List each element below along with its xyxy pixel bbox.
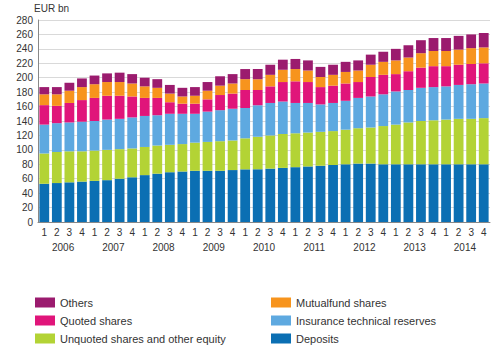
svg-text:80: 80 bbox=[22, 159, 34, 170]
svg-text:2007: 2007 bbox=[102, 242, 125, 253]
svg-text:4: 4 bbox=[129, 227, 135, 238]
svg-text:1: 1 bbox=[192, 227, 198, 238]
svg-text:2: 2 bbox=[255, 227, 261, 238]
svg-text:4: 4 bbox=[79, 227, 85, 238]
svg-text:260: 260 bbox=[16, 29, 33, 40]
svg-text:2014: 2014 bbox=[454, 242, 477, 253]
svg-text:3: 3 bbox=[418, 227, 424, 238]
svg-text:Mutualfund shares: Mutualfund shares bbox=[296, 297, 387, 309]
svg-text:3: 3 bbox=[318, 227, 324, 238]
svg-text:60: 60 bbox=[22, 173, 34, 184]
svg-text:240: 240 bbox=[16, 43, 33, 54]
svg-text:2006: 2006 bbox=[52, 242, 75, 253]
svg-text:Insurance technical reserves: Insurance technical reserves bbox=[296, 315, 437, 327]
svg-text:4: 4 bbox=[280, 227, 286, 238]
svg-text:3: 3 bbox=[117, 227, 123, 238]
svg-text:0: 0 bbox=[27, 217, 33, 228]
svg-text:220: 220 bbox=[16, 58, 33, 69]
svg-text:2: 2 bbox=[355, 227, 361, 238]
svg-text:2: 2 bbox=[104, 227, 110, 238]
svg-text:3: 3 bbox=[468, 227, 474, 238]
svg-text:4: 4 bbox=[230, 227, 236, 238]
svg-text:2: 2 bbox=[406, 227, 412, 238]
svg-text:3: 3 bbox=[368, 227, 374, 238]
svg-text:180: 180 bbox=[16, 87, 33, 98]
svg-text:1: 1 bbox=[393, 227, 399, 238]
svg-text:40: 40 bbox=[22, 188, 34, 199]
svg-text:2013: 2013 bbox=[404, 242, 427, 253]
svg-text:Others: Others bbox=[60, 297, 94, 309]
svg-text:1: 1 bbox=[142, 227, 148, 238]
svg-text:Deposits: Deposits bbox=[296, 333, 339, 345]
svg-text:1: 1 bbox=[443, 227, 449, 238]
svg-text:2: 2 bbox=[205, 227, 211, 238]
svg-text:1: 1 bbox=[293, 227, 299, 238]
svg-text:20: 20 bbox=[22, 202, 34, 213]
svg-text:4: 4 bbox=[431, 227, 437, 238]
svg-text:1: 1 bbox=[92, 227, 98, 238]
svg-text:160: 160 bbox=[16, 101, 33, 112]
svg-text:100: 100 bbox=[16, 144, 33, 155]
svg-text:140: 140 bbox=[16, 116, 33, 127]
svg-text:2: 2 bbox=[54, 227, 60, 238]
svg-text:2009: 2009 bbox=[203, 242, 226, 253]
svg-text:3: 3 bbox=[67, 227, 73, 238]
svg-text:2: 2 bbox=[305, 227, 311, 238]
svg-text:EUR bn: EUR bn bbox=[34, 3, 69, 14]
svg-text:Unquoted shares and other equi: Unquoted shares and other equity bbox=[60, 333, 226, 345]
svg-text:4: 4 bbox=[481, 227, 487, 238]
svg-text:1: 1 bbox=[343, 227, 349, 238]
svg-text:2: 2 bbox=[154, 227, 160, 238]
svg-text:120: 120 bbox=[16, 130, 33, 141]
svg-text:200: 200 bbox=[16, 72, 33, 83]
svg-text:3: 3 bbox=[217, 227, 223, 238]
svg-text:1: 1 bbox=[242, 227, 248, 238]
svg-text:4: 4 bbox=[180, 227, 186, 238]
svg-text:Quoted shares: Quoted shares bbox=[60, 315, 133, 327]
svg-text:1: 1 bbox=[41, 227, 47, 238]
svg-text:280: 280 bbox=[16, 15, 33, 26]
svg-text:2008: 2008 bbox=[152, 242, 175, 253]
svg-text:2: 2 bbox=[456, 227, 462, 238]
svg-text:4: 4 bbox=[330, 227, 336, 238]
svg-text:2010: 2010 bbox=[253, 242, 276, 253]
svg-text:2012: 2012 bbox=[353, 242, 376, 253]
svg-text:3: 3 bbox=[267, 227, 273, 238]
svg-text:4: 4 bbox=[380, 227, 386, 238]
svg-text:3: 3 bbox=[167, 227, 173, 238]
svg-text:2011: 2011 bbox=[303, 242, 325, 253]
